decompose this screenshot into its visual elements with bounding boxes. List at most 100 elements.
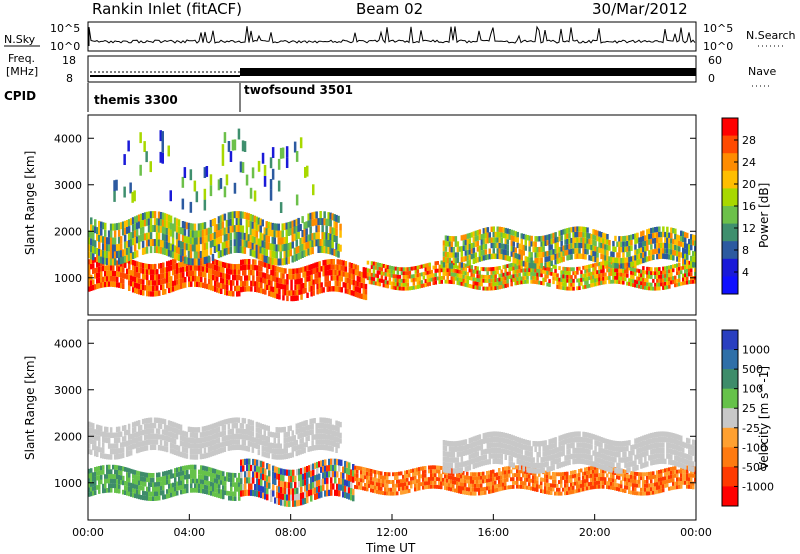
- data-cell: [564, 270, 567, 275]
- data-cell: [614, 268, 617, 273]
- data-cell: [150, 274, 153, 281]
- data-cell: [290, 279, 293, 285]
- data-cell: [608, 485, 611, 490]
- data-cell: [104, 426, 107, 432]
- data-cell: [686, 473, 689, 478]
- data-cell: [500, 479, 503, 484]
- data-cell: [586, 276, 589, 281]
- data-cell: [185, 437, 189, 443]
- data-cell: [94, 284, 97, 290]
- data-cell: [236, 264, 239, 270]
- data-cell: [286, 482, 289, 489]
- data-cell: [152, 482, 155, 487]
- data-cell: [670, 227, 673, 233]
- data-cell: [456, 481, 459, 486]
- data-cell: [450, 475, 453, 480]
- data-cell: [610, 272, 613, 276]
- data-cell: [236, 274, 239, 281]
- data-cell: [538, 236, 541, 242]
- data-cell: [155, 428, 159, 434]
- data-cell: [100, 266, 103, 272]
- data-cell: [600, 469, 603, 474]
- data-cell: [286, 290, 289, 296]
- data-cell: [135, 447, 139, 454]
- data-cell: [532, 483, 535, 487]
- data-cell: [145, 246, 149, 254]
- data-cell: [426, 485, 429, 489]
- data-cell: [284, 284, 287, 290]
- data-cell: [454, 276, 457, 281]
- data-cell: [253, 215, 257, 223]
- cpid-panel: CPID themis 3300 twofsound 3501: [4, 83, 353, 112]
- data-cell: [358, 477, 361, 482]
- data-cell: [200, 276, 203, 283]
- data-cell: [608, 279, 611, 284]
- data-cell: [414, 285, 418, 290]
- data-cell: [388, 480, 391, 484]
- data-cell: [524, 234, 527, 240]
- data-cell: [328, 465, 331, 472]
- data-cell: [244, 483, 247, 490]
- data-cell: [456, 257, 460, 263]
- data-cell: [240, 478, 243, 485]
- data-cell: [183, 221, 187, 229]
- data-cell: [330, 286, 333, 292]
- data-cell: [632, 261, 635, 267]
- data-cell: [311, 233, 314, 241]
- data-cell: [196, 276, 199, 282]
- data-cell: [335, 228, 338, 236]
- data-cell: [644, 246, 647, 252]
- data-cell: [181, 441, 185, 447]
- data-cell: [114, 270, 117, 277]
- data-cell: [221, 155, 225, 166]
- data-cell: [271, 168, 275, 180]
- data-cell: [466, 475, 469, 480]
- data-cell: [518, 477, 521, 481]
- data-cell: [556, 487, 559, 492]
- data-cell: [316, 289, 319, 295]
- data-cell: [222, 494, 225, 500]
- data-cell: [147, 417, 151, 424]
- data-cell: [678, 477, 681, 482]
- data-cell: [482, 255, 486, 261]
- data-cell: [398, 483, 401, 488]
- data-cell: [322, 484, 325, 491]
- data-cell: [211, 219, 215, 226]
- data-cell: [261, 233, 264, 241]
- data-cell: [153, 239, 157, 246]
- data-cell: [590, 244, 593, 251]
- data-cell: [94, 467, 97, 472]
- data-cell: [332, 286, 335, 292]
- data-cell: [604, 276, 607, 281]
- data-cell: [260, 467, 263, 474]
- data-cell: [476, 274, 479, 279]
- data-cell: [316, 272, 319, 279]
- data-cell: [556, 281, 559, 285]
- data-cell: [552, 487, 555, 492]
- data-cell: [688, 268, 691, 273]
- data-cell: [638, 253, 641, 260]
- data-cell: [152, 264, 155, 270]
- data-cell: [212, 285, 215, 292]
- data-cell: [566, 244, 569, 250]
- data-cell: [152, 477, 155, 483]
- data-cell: [398, 479, 401, 484]
- data-cell: [358, 271, 362, 277]
- data-cell: [151, 239, 155, 246]
- data-cell: [88, 437, 91, 444]
- data-cell: [530, 486, 533, 491]
- data-cell: [618, 236, 621, 242]
- data-cell: [630, 234, 633, 240]
- data-cell: [344, 479, 347, 486]
- data-cell: [362, 478, 365, 483]
- data-cell: [376, 486, 379, 490]
- data-cell: [163, 446, 167, 452]
- data-cell: [249, 436, 253, 442]
- data-cell: [102, 265, 105, 272]
- data-cell: [616, 268, 619, 273]
- data-cell: [492, 282, 495, 287]
- data-cell: [290, 482, 293, 489]
- data-cell: [155, 232, 159, 240]
- data-cell: [394, 483, 397, 488]
- data-cell: [584, 483, 587, 487]
